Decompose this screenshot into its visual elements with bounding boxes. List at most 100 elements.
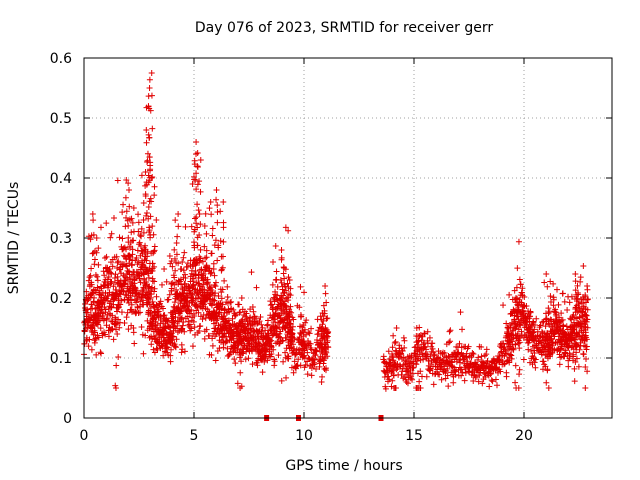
data-point — [479, 380, 486, 387]
data-point — [160, 305, 167, 312]
data-point — [391, 340, 398, 347]
data-point — [88, 324, 95, 331]
data-point — [570, 353, 577, 360]
data-point — [197, 188, 204, 195]
data-point — [201, 243, 208, 250]
data-point — [543, 379, 550, 386]
data-point — [158, 342, 165, 349]
data-point — [89, 290, 96, 297]
data-point — [321, 351, 328, 358]
data-point — [531, 359, 538, 366]
data-point — [94, 284, 101, 291]
data-point — [135, 211, 142, 218]
data-point — [445, 339, 452, 346]
data-point — [283, 315, 290, 322]
data-point — [506, 359, 513, 366]
data-point — [84, 309, 91, 316]
data-point — [282, 224, 289, 231]
data-point — [450, 379, 457, 386]
data-point — [99, 332, 106, 339]
data-point — [268, 301, 275, 308]
data-point — [382, 385, 389, 392]
data-point — [199, 258, 206, 265]
data-point — [531, 349, 538, 356]
data-point — [184, 313, 191, 320]
data-point — [201, 335, 208, 342]
data-point — [130, 329, 137, 336]
data-point — [131, 340, 138, 347]
data-point — [173, 251, 180, 258]
data-point — [306, 330, 313, 337]
data-point — [125, 180, 132, 187]
data-point — [559, 290, 566, 297]
data-point — [196, 328, 203, 335]
data-point — [270, 346, 277, 353]
data-point — [513, 309, 520, 316]
data-point — [194, 181, 201, 188]
data-point — [521, 294, 528, 301]
data-point — [172, 314, 179, 321]
data-point — [582, 343, 589, 350]
data-point — [318, 316, 325, 323]
data-point — [556, 361, 563, 368]
data-point — [274, 304, 281, 311]
data-point — [95, 317, 102, 324]
data-point — [519, 285, 526, 292]
data-point — [141, 264, 148, 271]
data-point — [192, 176, 199, 183]
data-point — [182, 223, 189, 230]
data-point — [500, 340, 507, 347]
data-point — [123, 314, 130, 321]
data-point — [532, 364, 539, 371]
data-point — [148, 341, 155, 348]
data-point — [121, 281, 128, 288]
data-point — [516, 345, 523, 352]
data-point — [138, 225, 145, 232]
data-point — [212, 283, 219, 290]
data-point — [237, 309, 244, 316]
data-point — [515, 301, 522, 308]
data-point — [322, 367, 329, 374]
data-point — [278, 377, 285, 384]
data-point — [224, 283, 231, 290]
data-point — [475, 378, 482, 385]
data-point — [512, 341, 519, 348]
data-point — [545, 347, 552, 354]
data-point — [85, 343, 92, 350]
data-point — [114, 281, 121, 288]
data-point — [531, 326, 538, 333]
data-point — [568, 316, 575, 323]
data-point — [161, 265, 168, 272]
data-point — [280, 358, 287, 365]
data-point — [149, 267, 156, 274]
data-point — [151, 288, 158, 295]
data-point — [282, 314, 289, 321]
data-point — [125, 326, 132, 333]
data-point — [218, 305, 225, 312]
data-point — [407, 359, 414, 366]
data-point — [279, 338, 286, 345]
data-point — [255, 335, 262, 342]
data-point — [236, 309, 243, 316]
data-point — [297, 283, 304, 290]
data-point — [321, 357, 328, 364]
data-point — [389, 351, 396, 358]
data-point — [206, 332, 213, 339]
data-point — [108, 230, 115, 237]
data-point — [461, 377, 468, 384]
data-point — [167, 358, 174, 365]
data-point — [420, 356, 427, 363]
data-point — [168, 257, 175, 264]
data-point — [424, 351, 431, 358]
data-point — [204, 279, 211, 286]
data-point — [114, 330, 121, 337]
data-point — [142, 169, 149, 175]
data-point — [324, 315, 331, 322]
data-point — [277, 334, 284, 341]
data-point — [112, 385, 119, 391]
data-point — [290, 341, 297, 348]
data-point — [413, 332, 420, 339]
data-point — [147, 162, 154, 169]
data-point — [264, 330, 271, 337]
data-point — [572, 287, 579, 294]
